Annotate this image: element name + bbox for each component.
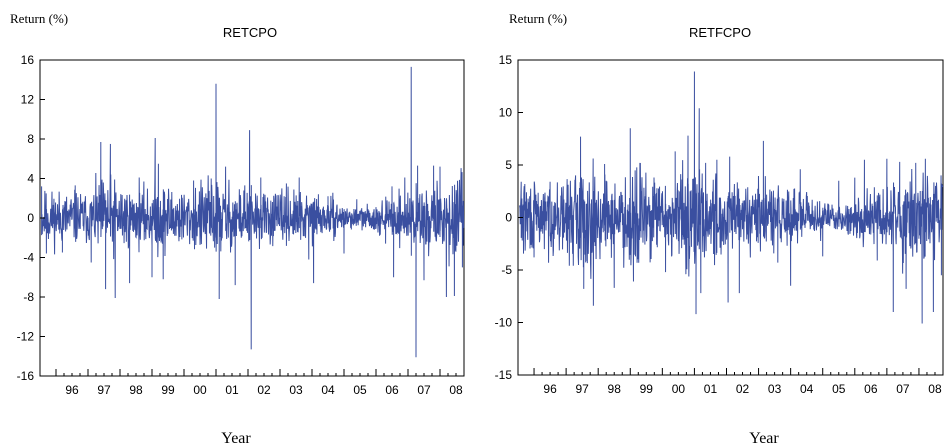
plot-area-retfcpo [519,71,944,324]
x-tick-label: 05 [832,382,846,396]
y-tick-label: 0 [27,211,34,225]
chart-retcpo: Return (%) RETCPO 16 12 8 4 0 -4 -8 -12 -16 96 97… [10,11,465,447]
y-tick-label: 4 [27,172,34,186]
x-tick-label: 00 [193,383,207,397]
title-retcpo: RETCPO [223,25,277,40]
y-tick-label: 10 [499,106,513,120]
title-retfcpo: RETFCPO [689,25,751,40]
x-tick-label: 08 [928,382,942,396]
x-tick-label: 07 [417,383,431,397]
x-tick-label: 01 [704,382,718,396]
ylabel-retcpo: Return (%) [10,11,68,26]
y-tick-label: -15 [495,368,513,382]
x-axis-retfcpo: 96 97 98 99 00 01 02 03 04 05 06 07 08 [533,368,942,396]
x-tick-label: 96 [543,382,557,396]
x-tick-label: 06 [864,382,878,396]
series-line [519,71,944,324]
y-tick-label: 12 [21,93,35,107]
series-line [41,66,465,358]
x-tick-label: 07 [896,382,910,396]
x-axis-retcpo: 96 97 98 99 00 01 02 03 04 05 06 07 08 [55,369,463,397]
xlabel-retcpo: Year [221,430,251,447]
x-tick-label: 99 [640,382,654,396]
ylabel-retfcpo: Return (%) [509,11,567,26]
y-axis-retcpo: 16 12 8 4 0 -4 -8 -12 -16 [17,53,45,383]
x-tick-label: 03 [289,383,303,397]
x-tick-label: 02 [257,383,271,397]
x-tick-label: 06 [385,383,399,397]
y-tick-label: 5 [505,158,512,172]
y-tick-label: 0 [505,211,512,225]
y-tick-label: -10 [495,316,513,330]
y-tick-label: 8 [27,132,34,146]
x-tick-label: 04 [800,382,814,396]
y-tick-label: -12 [17,330,35,344]
x-tick-label: 99 [161,383,175,397]
x-tick-label: 04 [321,383,335,397]
y-tick-label: -4 [23,251,34,265]
y-axis-retfcpo: 15 10 5 0 -5 -10 -15 [495,53,523,382]
x-tick-label: 01 [225,383,239,397]
x-tick-label: 98 [608,382,622,396]
y-tick-label: -5 [501,263,512,277]
chart-retfcpo: Return (%) RETFCPO 15 10 5 0 -5 -10 -15 96 97 98… [495,11,944,447]
y-tick-label: -16 [17,369,35,383]
x-tick-label: 96 [65,383,79,397]
xlabel-retfcpo: Year [749,430,779,447]
y-tick-label: 15 [499,53,513,67]
y-tick-label: -8 [23,290,34,304]
x-tick-label: 98 [129,383,143,397]
x-tick-label: 00 [672,382,686,396]
x-tick-label: 08 [449,383,463,397]
x-tick-label: 03 [768,382,782,396]
x-tick-label: 05 [353,383,367,397]
x-tick-label: 02 [736,382,750,396]
plot-area-retcpo [41,66,465,358]
y-tick-label: 16 [21,53,35,67]
x-tick-label: 97 [97,383,111,397]
x-tick-label: 97 [575,382,589,396]
